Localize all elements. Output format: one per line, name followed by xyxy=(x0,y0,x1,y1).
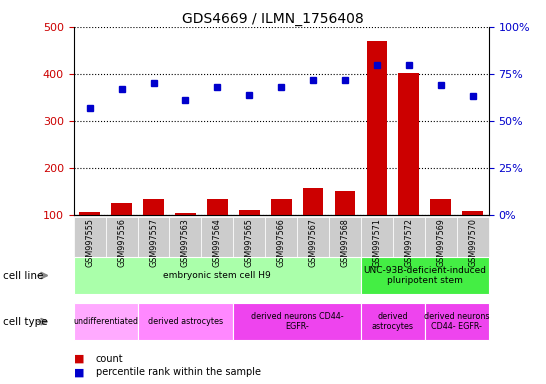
Bar xyxy=(79,212,100,215)
Text: count: count xyxy=(96,354,123,364)
Text: GSM997566: GSM997566 xyxy=(277,218,286,267)
Bar xyxy=(335,190,355,215)
Text: GSM997570: GSM997570 xyxy=(468,218,477,267)
Bar xyxy=(366,41,387,215)
Text: GSM997563: GSM997563 xyxy=(181,218,190,267)
Bar xyxy=(175,213,196,215)
Text: derived astrocytes: derived astrocytes xyxy=(148,317,223,326)
Bar xyxy=(207,199,228,215)
Text: ■: ■ xyxy=(74,354,84,364)
Text: GSM997571: GSM997571 xyxy=(372,218,382,267)
Bar xyxy=(430,199,451,215)
Text: GSM997572: GSM997572 xyxy=(405,218,413,267)
Bar xyxy=(302,188,323,215)
Text: GSM997568: GSM997568 xyxy=(341,218,349,267)
Bar xyxy=(462,211,483,215)
Text: cell type: cell type xyxy=(3,316,48,327)
Text: GSM997564: GSM997564 xyxy=(213,218,222,267)
Text: GSM997555: GSM997555 xyxy=(85,218,94,267)
Text: GSM997569: GSM997569 xyxy=(436,218,446,267)
Bar xyxy=(239,210,260,215)
Text: GSM997565: GSM997565 xyxy=(245,218,254,267)
Text: UNC-93B-deficient-induced
pluripotent stem: UNC-93B-deficient-induced pluripotent st… xyxy=(363,266,486,285)
Text: GDS4669 / ILMN_1756408: GDS4669 / ILMN_1756408 xyxy=(182,12,364,25)
Bar xyxy=(143,199,164,215)
Text: GSM997567: GSM997567 xyxy=(308,218,318,267)
Text: ■: ■ xyxy=(74,367,84,377)
Text: undifferentiated: undifferentiated xyxy=(73,317,138,326)
Text: derived neurons
CD44- EGFR-: derived neurons CD44- EGFR- xyxy=(424,312,490,331)
Text: cell line: cell line xyxy=(3,270,43,281)
Text: derived neurons CD44-
EGFR-: derived neurons CD44- EGFR- xyxy=(251,312,343,331)
Bar xyxy=(111,203,132,215)
Text: percentile rank within the sample: percentile rank within the sample xyxy=(96,367,260,377)
Text: embryonic stem cell H9: embryonic stem cell H9 xyxy=(163,271,271,280)
Bar xyxy=(271,199,292,215)
Text: derived
astrocytes: derived astrocytes xyxy=(372,312,414,331)
Text: GSM997556: GSM997556 xyxy=(117,218,126,267)
Bar xyxy=(399,73,419,215)
Text: GSM997557: GSM997557 xyxy=(149,218,158,267)
